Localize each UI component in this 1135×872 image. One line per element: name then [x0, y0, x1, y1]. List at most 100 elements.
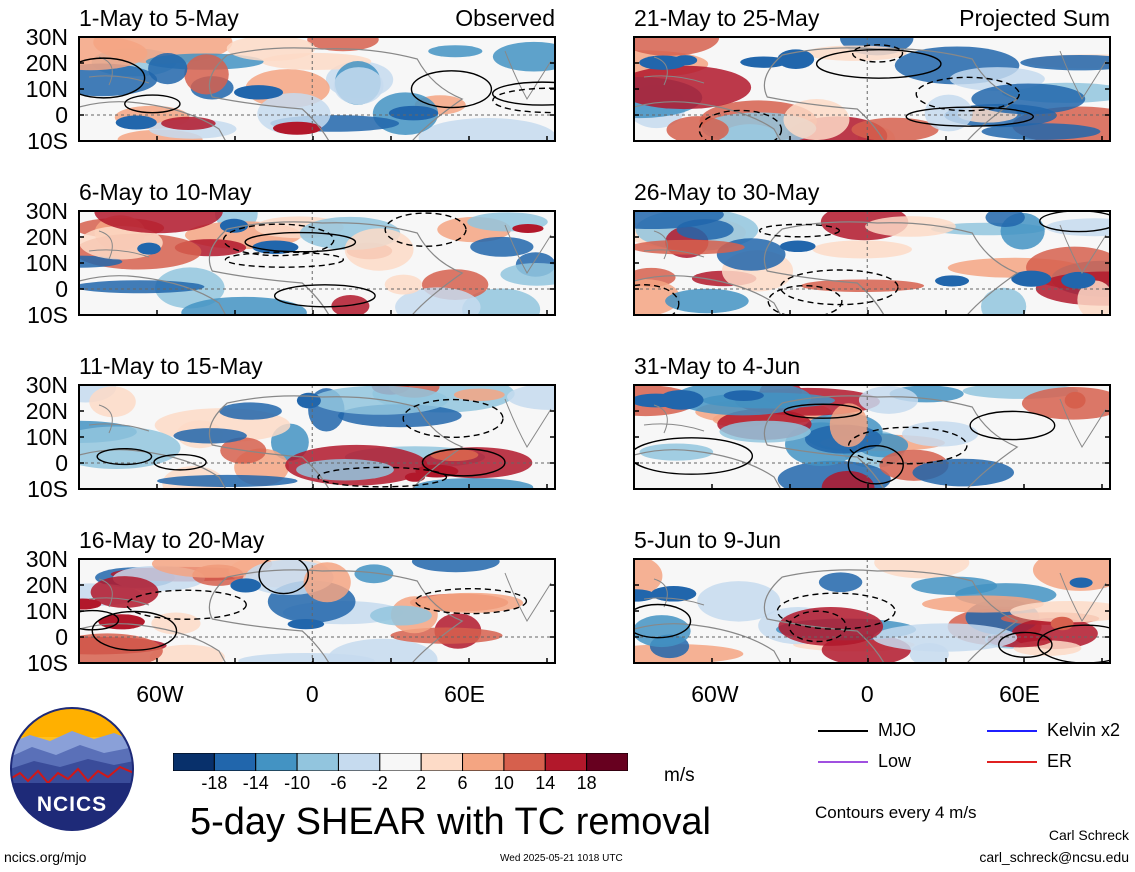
mjo-contour — [244, 231, 357, 253]
colorbar-tick-label: 14 — [535, 773, 556, 793]
coastline — [208, 569, 464, 663]
shear-core — [115, 115, 157, 130]
shear-anomaly — [634, 559, 663, 596]
shear-anomaly — [912, 458, 1015, 487]
latitude-label: 10S — [27, 650, 68, 676]
coastline — [88, 578, 150, 608]
shear-anomaly — [634, 65, 752, 110]
coastline — [643, 230, 705, 260]
legend-label: Kelvin x2 — [1047, 720, 1121, 740]
coastline — [763, 47, 1019, 141]
shear-core — [230, 578, 261, 593]
panel-title: 21-May to 25-May — [634, 5, 820, 31]
coastline — [504, 398, 552, 448]
shear-core — [296, 392, 321, 409]
latitude-label: 10N — [25, 250, 68, 276]
shear-anomaly — [665, 288, 749, 314]
colorbar-swatch — [337, 752, 381, 772]
latitude-label: 30N — [25, 546, 68, 572]
mjo-contour — [96, 447, 153, 466]
shear-anomaly — [219, 402, 282, 420]
mjo-contour — [634, 603, 692, 639]
latitude-label: 20N — [25, 572, 68, 598]
shear-core — [404, 472, 425, 482]
colorbar-swatch — [544, 752, 588, 772]
shear-anomaly — [858, 386, 919, 414]
shear-core — [650, 585, 697, 602]
shear-core — [98, 614, 145, 630]
longitude-label: 60W — [136, 681, 184, 707]
map-panel — [634, 211, 1110, 315]
legend-swatch — [818, 730, 868, 732]
shear-core — [935, 275, 970, 287]
mjo-contour — [126, 589, 247, 620]
latitude-label: 20N — [25, 50, 68, 76]
shear-anomaly — [413, 478, 534, 489]
shear-anomaly — [851, 117, 939, 141]
coastline — [504, 50, 552, 100]
shear-anomaly — [94, 211, 223, 234]
author-name: Carl Schreck — [1048, 827, 1129, 843]
colorbar-swatch — [379, 752, 422, 772]
shear-anomaly — [79, 426, 181, 469]
shear-anomaly — [89, 386, 136, 418]
shear-anomaly — [395, 287, 481, 315]
shear-core — [252, 240, 299, 255]
shear-core — [388, 105, 439, 121]
coastline — [763, 569, 1019, 663]
shear-anomaly — [981, 287, 1027, 315]
coastline — [634, 275, 782, 315]
map-panel — [79, 37, 555, 141]
longitude-label: 0 — [305, 681, 319, 707]
shear-core — [137, 242, 161, 255]
shear-anomaly — [151, 559, 273, 578]
panel-title: 6-May to 10-May — [79, 179, 252, 205]
mjo-contour — [224, 251, 345, 268]
shear-anomaly — [500, 262, 555, 286]
shear-anomaly — [874, 559, 970, 579]
shear-anomaly — [865, 216, 956, 237]
shear-anomaly — [1045, 218, 1110, 237]
coastline — [504, 224, 552, 274]
coastline — [634, 101, 782, 141]
mjo-contour — [402, 398, 504, 439]
shear-anomaly — [778, 607, 884, 646]
longitude-label: 60E — [999, 681, 1041, 707]
mjo-contour — [1037, 624, 1110, 663]
latitude-label: 10S — [27, 302, 68, 328]
coastline — [643, 404, 705, 434]
shear-core — [779, 240, 816, 253]
coastline — [79, 275, 227, 315]
mjo-contour — [317, 466, 448, 488]
shear-anomaly — [79, 37, 148, 71]
mjo-contour — [783, 403, 863, 419]
coastline — [634, 623, 782, 663]
legend-swatch — [987, 730, 1037, 732]
shear-anomaly — [971, 83, 1086, 115]
mjo-contour — [79, 57, 146, 99]
shear-anomaly — [697, 581, 781, 622]
shear-anomaly — [872, 623, 1018, 652]
latitude-label: 30N — [25, 24, 68, 50]
coastline — [643, 578, 705, 608]
shear-anomaly — [384, 274, 423, 295]
mjo-contour — [779, 269, 899, 306]
mjo-contour — [698, 109, 783, 141]
shear-core — [723, 390, 764, 402]
shear-anomaly — [924, 94, 973, 132]
coastline — [643, 56, 705, 86]
shear-anomaly — [634, 37, 720, 56]
latitude-label: 0 — [55, 276, 68, 302]
mjo-contour — [815, 48, 942, 79]
latitude-label: 0 — [55, 102, 68, 128]
latitude-label: 20N — [25, 224, 68, 250]
latitude-label: 10N — [25, 424, 68, 450]
latitude-label: 10S — [27, 476, 68, 502]
panel-title: 5-Jun to 9-Jun — [634, 527, 782, 553]
website-link[interactable]: ncics.org/mjo — [4, 849, 87, 865]
shear-core — [634, 393, 682, 408]
coastline — [1059, 572, 1107, 622]
shear-core — [512, 224, 544, 233]
mjo-contour — [414, 587, 528, 615]
